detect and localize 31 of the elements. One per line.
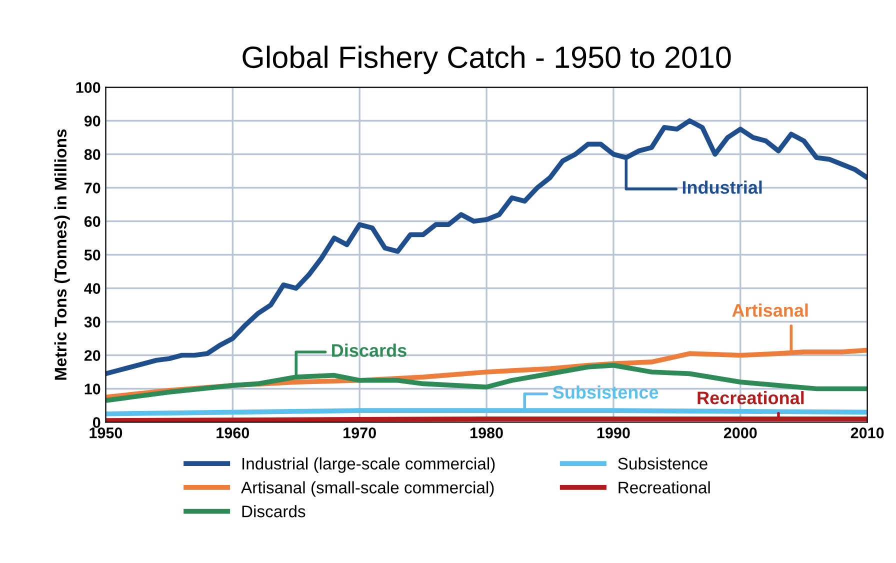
annotation: Subsistence (552, 385, 658, 399)
x-tick-label: 2000 (724, 428, 757, 438)
y-tick-label: 0 (92, 417, 100, 428)
legend-label: Industrial (large-scale commercial) (242, 457, 495, 473)
legend-label: Recreational (618, 481, 710, 494)
y-tick-label: 90 (84, 116, 100, 126)
x-tick-label: 1960 (216, 428, 250, 438)
y-tick-label: 100 (76, 82, 100, 93)
y-tick-label: 20 (84, 350, 100, 361)
legend-label: Discards (242, 505, 306, 518)
y-axis-title: Metric Tons (Tonnes) in Millions (54, 129, 70, 380)
x-tick-label: 2010 (850, 428, 884, 438)
y-tick-label: 60 (84, 216, 100, 227)
x-tick-label: 1990 (597, 428, 630, 438)
y-tick-label: 30 (84, 316, 100, 328)
y-tick-label: 50 (84, 250, 100, 260)
annotation: Industrial (682, 180, 762, 194)
line-series (106, 118, 868, 376)
x-tick-label: 1970 (344, 428, 376, 438)
annotation: Discards (332, 344, 406, 357)
y-tick-label: 70 (84, 182, 100, 194)
y-tick-label: 40 (84, 283, 100, 294)
x-tick-label: 1980 (470, 428, 503, 438)
x-tick-label: 1950 (90, 428, 122, 438)
legend-label: Subsistence (618, 457, 708, 470)
y-tick-label: 10 (84, 384, 100, 394)
chart-title: Global Fishery Catch - 1950 to 2010 (242, 46, 731, 74)
annotation: Recreational (698, 391, 804, 404)
y-tick-label: 80 (84, 149, 100, 160)
legend-label: Artisanal (small-scale commercial) (241, 481, 494, 497)
annotation: Artisanal (732, 303, 808, 317)
